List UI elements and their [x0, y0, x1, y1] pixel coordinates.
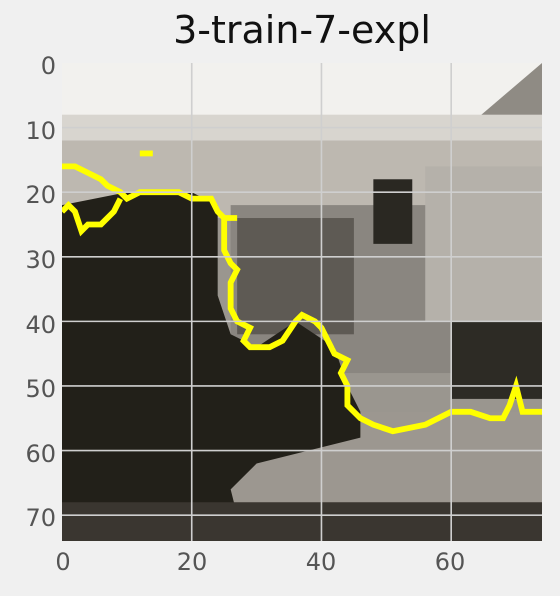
x-tick-label: 40	[305, 548, 337, 576]
y-tick-label: 0	[40, 52, 56, 80]
right-dark-area	[451, 321, 542, 399]
y-tick-label: 10	[25, 117, 56, 145]
y-tick-label: 50	[25, 375, 56, 403]
image-plot-area	[62, 63, 542, 541]
plot-title: 3-train-7-expl	[173, 8, 431, 52]
gridlines	[62, 63, 542, 541]
right-building-light	[425, 166, 542, 322]
foreground-foliage	[62, 192, 361, 541]
window-dark	[373, 179, 413, 244]
bottom-shadow	[62, 502, 542, 541]
y-tick-label: 20	[25, 181, 56, 209]
x-tick-label: 20	[176, 548, 208, 576]
explanation-contour-left	[62, 197, 123, 237]
x-tick-label: 0	[55, 548, 71, 576]
middle-building	[237, 218, 354, 335]
y-tick-label: 60	[25, 440, 56, 468]
y-tick-label: 70	[25, 504, 56, 532]
photo-image	[62, 63, 542, 541]
y-tick-label: 40	[25, 311, 56, 339]
x-tick-label: 60	[434, 548, 466, 576]
y-tick-label: 30	[25, 246, 56, 274]
explanation-contour-upper	[62, 163, 238, 221]
explanation-contour-main	[221, 218, 542, 435]
